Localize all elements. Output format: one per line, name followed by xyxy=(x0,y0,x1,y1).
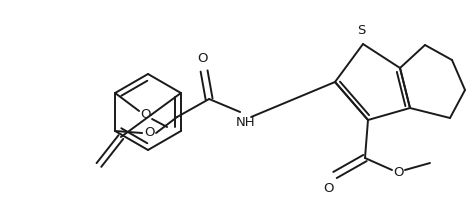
Text: O: O xyxy=(393,166,403,178)
Text: S: S xyxy=(357,24,365,37)
Text: O: O xyxy=(197,52,208,65)
Text: O: O xyxy=(144,126,154,139)
Text: O: O xyxy=(323,181,333,195)
Text: NH: NH xyxy=(235,116,255,129)
Text: O: O xyxy=(140,108,151,121)
